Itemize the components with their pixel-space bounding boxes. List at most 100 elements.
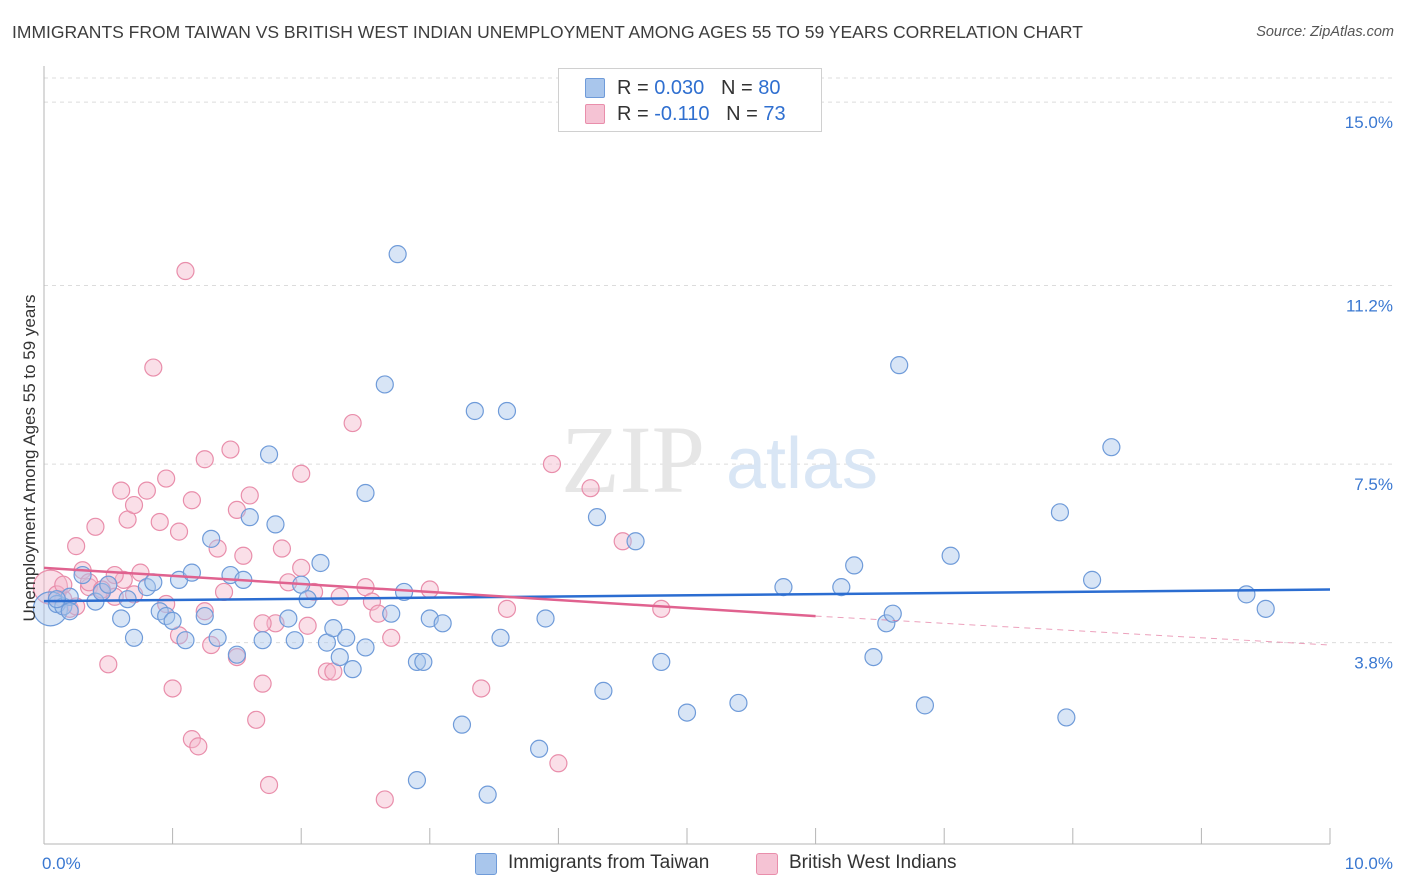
bwi-point — [234, 546, 253, 565]
taiwan-point — [883, 604, 902, 623]
taiwan-point — [343, 660, 362, 679]
taiwan-point — [832, 578, 851, 597]
taiwan-point — [1237, 585, 1256, 604]
bwi-point — [150, 512, 169, 532]
taiwan-point — [536, 609, 555, 628]
trend-lines — [43, 566, 1331, 646]
legend-swatch-pink — [585, 104, 605, 124]
taiwan-point — [626, 532, 645, 551]
taiwan-point — [652, 652, 671, 672]
bwi-point — [272, 539, 292, 558]
legend-swatch-blue — [585, 78, 605, 98]
taiwan-point — [1082, 570, 1102, 589]
bwi-point — [472, 679, 491, 698]
bwi-point — [613, 532, 632, 551]
bwi-point — [292, 558, 311, 577]
taiwan-point — [497, 401, 517, 421]
taiwan-point — [60, 602, 79, 621]
bottom-legend-bwi-label: British West Indians — [789, 852, 957, 873]
bwi-point — [195, 450, 214, 469]
taiwan-point — [356, 483, 375, 503]
taiwan-point — [382, 604, 401, 623]
taiwan-point — [729, 693, 748, 713]
bwi-trend-extension — [815, 615, 1331, 646]
taiwan-point — [163, 611, 182, 631]
y-axis-label: Unemployment Among Ages 55 to 59 years — [20, 295, 39, 622]
bwi-point — [382, 628, 401, 647]
taiwan-point — [594, 681, 613, 700]
taiwan-point — [279, 609, 298, 628]
x-tick-label: 0.0% — [42, 854, 81, 873]
taiwan-point — [407, 771, 427, 790]
bwi-point — [202, 635, 221, 655]
taiwan-point — [414, 652, 433, 672]
taiwan-point — [337, 628, 356, 647]
legend-text-bwi: R = -0.110 N = 73 — [617, 103, 786, 125]
bwi-point — [163, 679, 182, 698]
taiwan-point — [202, 529, 221, 548]
taiwan-point — [266, 515, 285, 534]
taiwan-point — [774, 578, 793, 597]
taiwan-point — [915, 696, 935, 715]
bwi-point — [137, 481, 156, 500]
bwi-point — [157, 469, 176, 488]
bottom-swatch-blue — [475, 853, 497, 875]
bwi-point — [247, 710, 266, 729]
taiwan-point — [324, 619, 343, 638]
taiwan-point — [478, 785, 497, 804]
x-tick-label: 10.0% — [1345, 854, 1393, 873]
bwi-point — [86, 517, 105, 536]
bwi-point — [259, 775, 279, 795]
axes — [43, 66, 1331, 845]
taiwan-point — [195, 606, 214, 626]
taiwan-point — [99, 575, 118, 594]
pink-series-points — [32, 261, 671, 809]
bwi-point — [549, 754, 568, 773]
taiwan-point — [227, 645, 246, 664]
taiwan-point — [208, 628, 227, 647]
bwi-point — [581, 479, 600, 498]
watermark-zip: ZIP — [561, 406, 705, 513]
bwi-point — [369, 604, 388, 623]
y-tick-label: 15.0% — [1345, 113, 1393, 132]
bwi-point — [176, 261, 195, 281]
bwi-point — [221, 440, 240, 459]
bwi-point — [497, 599, 517, 618]
bwi-point — [240, 486, 259, 505]
taiwan-point — [285, 631, 304, 650]
taiwan-point — [491, 628, 510, 647]
taiwan-point — [587, 508, 607, 527]
taiwan-point — [356, 638, 375, 657]
bwi-point — [182, 730, 201, 749]
bwi-point — [67, 537, 86, 556]
bottom-swatch-pink — [756, 853, 778, 875]
bwi-point — [542, 454, 562, 474]
taiwan-point — [47, 590, 66, 609]
taiwan-point — [330, 647, 349, 667]
tick-labels: 3.8% 7.5% 11.2% 15.0% 0.0% 10.0% — [42, 113, 1393, 873]
taiwan-point — [433, 614, 452, 633]
taiwan-point — [311, 553, 330, 573]
y-tick-label: 3.8% — [1354, 654, 1393, 673]
bwi-point — [214, 582, 234, 602]
taiwan-point — [253, 631, 272, 650]
bwi-point — [189, 737, 208, 756]
bwi-trend-line — [43, 566, 816, 618]
bwi-point — [375, 790, 394, 809]
bwi-point — [652, 599, 671, 618]
taiwan-point — [452, 715, 472, 734]
bwi-point — [124, 495, 144, 515]
taiwan-point — [259, 445, 279, 464]
taiwan-point — [877, 614, 896, 633]
legend-text-taiwan: R = 0.030 N = 80 — [617, 77, 781, 99]
bwi-point — [182, 491, 201, 510]
taiwan-point — [864, 647, 883, 667]
taiwan-trend-line — [43, 588, 1331, 603]
bwi-point — [292, 464, 311, 483]
taiwan-point — [465, 401, 484, 421]
bwi-point — [112, 481, 131, 500]
blue-series-points — [32, 245, 1275, 804]
taiwan-point — [240, 508, 259, 527]
bwi-point — [420, 580, 439, 599]
